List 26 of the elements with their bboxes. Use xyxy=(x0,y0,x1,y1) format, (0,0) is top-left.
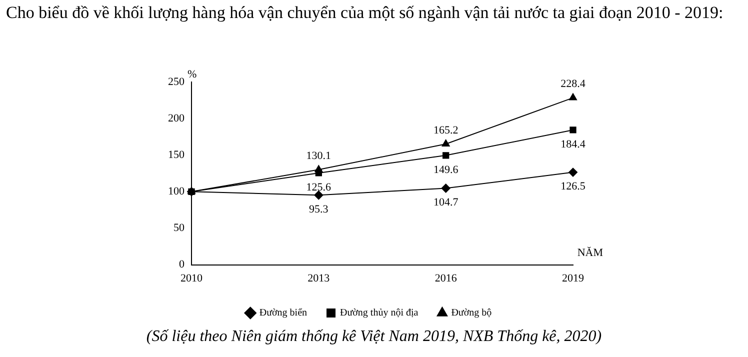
y-tick-label: 100 xyxy=(168,186,185,198)
x-tick-label: 2013 xyxy=(308,272,330,284)
data-label: 104.7 xyxy=(433,196,459,209)
data-label: 130.1 xyxy=(306,150,332,162)
data-label: 184.4 xyxy=(560,138,586,150)
x-tick-label: 2010 xyxy=(180,272,203,284)
y-tick-label: 150 xyxy=(168,149,185,162)
data-label: 95.3 xyxy=(309,204,329,216)
y-tick-label: 0 xyxy=(179,258,185,271)
y-axis-title: % xyxy=(188,68,197,80)
y-tick-label: 200 xyxy=(168,112,185,124)
data-label: 228.4 xyxy=(560,78,586,90)
data-label: 149.6 xyxy=(433,164,459,176)
legend-label: Đường bộ xyxy=(451,308,492,319)
data-label: 165.2 xyxy=(433,124,458,136)
text: (Số liệu theo Niên giám thống kê Việt Nam 2019, NXB Thống kê, 2020) xyxy=(145,328,603,346)
data-label: 126.5 xyxy=(560,180,586,193)
x-tick-label: 2019 xyxy=(562,272,584,284)
chart-title: Cho biểu đồ về khối lượng hàng hóa vận chuyển của một số ngành vận tải nước ta giai đoạn 2010 - 2019: xyxy=(6,2,724,23)
x-axis-title: NĂM xyxy=(577,246,604,260)
legend-label: Đường biển xyxy=(259,308,308,319)
y-tick-label: 250 xyxy=(168,76,185,88)
y-tick-label: 50 xyxy=(174,222,185,234)
data-label: 125.6 xyxy=(306,181,332,194)
legend-label: Đường thủy nội địa xyxy=(340,308,419,319)
x-tick-label: 2016 xyxy=(434,272,458,284)
